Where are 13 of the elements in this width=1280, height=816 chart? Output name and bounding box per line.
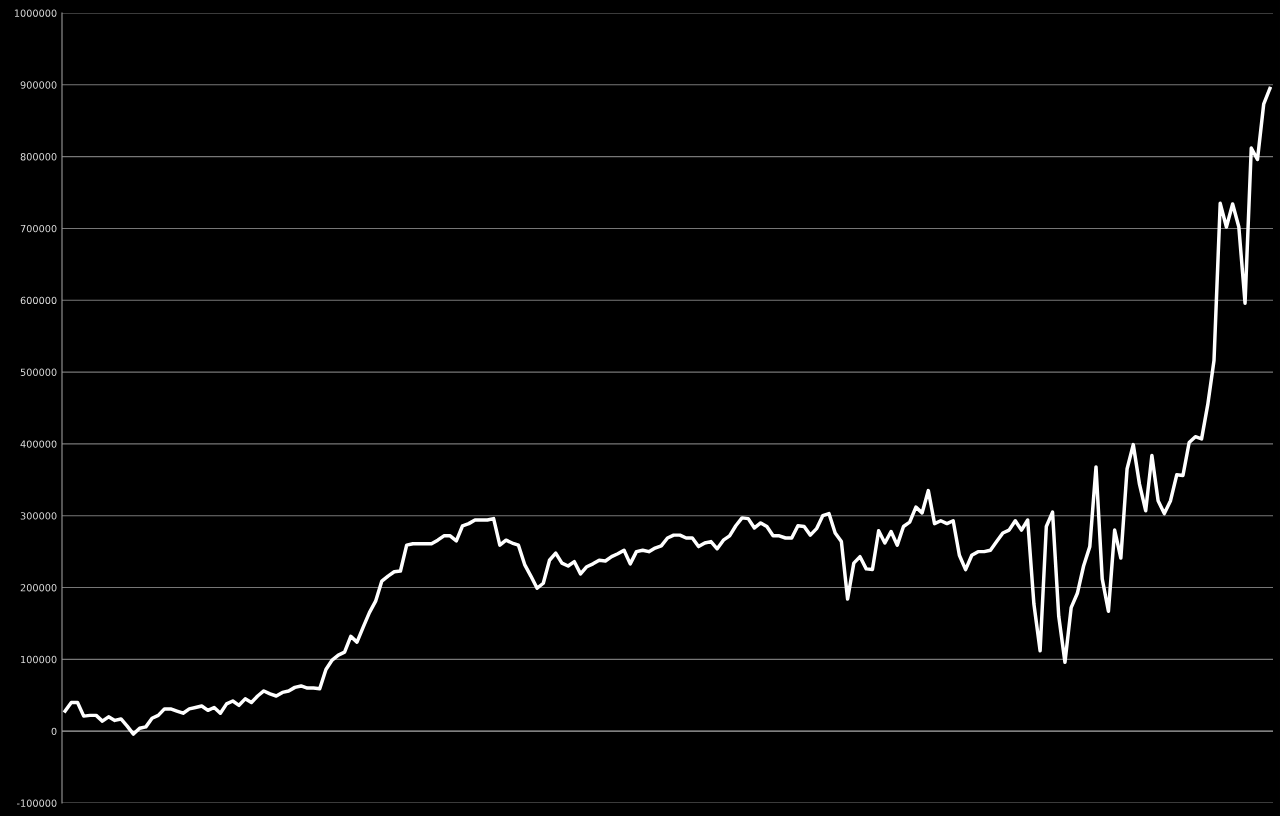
- y-tick-label: 700000: [20, 224, 57, 233]
- y-tick-label: 900000: [20, 81, 57, 89]
- y-tick-label: 400000: [20, 440, 57, 448]
- y-tick-label: 200000: [20, 584, 57, 592]
- y-tick-label: 600000: [20, 296, 57, 305]
- y-tick-label: 1000000: [14, 9, 57, 17]
- y-tick-label: 0: [51, 727, 57, 736]
- y-tick-label: -100000: [16, 799, 57, 807]
- y-tick-label: 800000: [20, 153, 57, 161]
- y-tick-label: 300000: [20, 512, 57, 520]
- y-tick-label: 500000: [20, 368, 57, 376]
- line-series: [63, 86, 1272, 736]
- y-tick-label: 100000: [21, 655, 57, 664]
